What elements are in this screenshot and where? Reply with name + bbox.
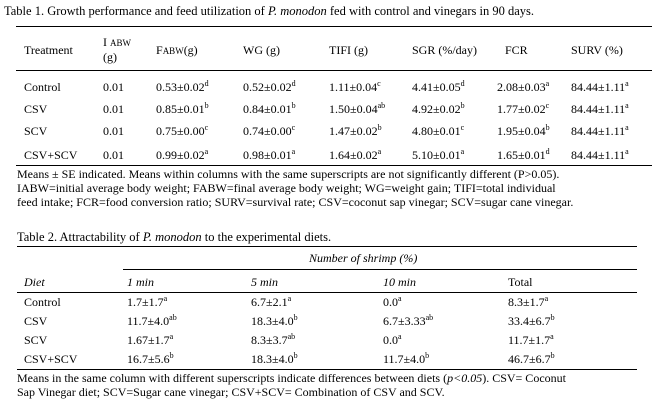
table1-cell-surv: 84.44±1.11a xyxy=(571,79,629,95)
table2-cell-diet: CSV xyxy=(24,314,48,328)
table1-cell-sgr: 4.80±0.01c xyxy=(412,123,465,139)
table2-header-diet: Diet xyxy=(24,275,45,289)
table1-cell-tifi: 1.47±0.02b xyxy=(329,123,382,139)
table2-cell-10min: 0.0a xyxy=(383,294,402,310)
table2-caption-species: P. monodon xyxy=(142,230,202,244)
table1-cell-iabw: 0.01 xyxy=(103,124,124,138)
table1-cell-surv: 84.44±1.11a xyxy=(571,147,629,163)
table2-cell-1min: 1.67±1.7a xyxy=(127,332,174,348)
table1-cell-tifi: 1.50±0.04ab xyxy=(329,101,386,117)
table1-cell-treatment: SCV xyxy=(24,124,48,138)
table1-cell-sgr: 5.10±0.01a xyxy=(412,147,465,163)
table2-cell-10min: 6.7±3.33ab xyxy=(383,313,434,329)
table2-cell-diet: Control xyxy=(24,295,61,309)
table2-top-rule xyxy=(17,246,637,247)
table1-cell-sgr: 4.41±0.05d xyxy=(412,79,465,95)
table2-group-rule xyxy=(123,269,637,270)
table1-cell-fcr: 1.77±0.02c xyxy=(497,101,550,117)
table2-cell-total: 11.7±1.7a xyxy=(508,332,554,348)
table2-bottom-rule xyxy=(17,369,637,370)
table1-caption: Table 1. Growth performance and feed uti… xyxy=(4,4,535,18)
table1-cell-tifi: 1.64±0.02a xyxy=(329,147,382,163)
table1-cell-iabw: 0.01 xyxy=(103,102,124,116)
table1-cell-treatment: Control xyxy=(24,80,61,94)
table2-caption: Table 2. Attractability of P. monodon to… xyxy=(17,230,332,244)
table2-cell-total: 33.4±6.7b xyxy=(508,313,555,329)
table1-caption-species: P. monodon xyxy=(267,4,327,18)
table2-cell-5min: 6.7±2.1a xyxy=(251,294,292,310)
table1-cell-treatment: CSV xyxy=(24,102,48,116)
table1-cell-fcr: 1.65±0.01d xyxy=(497,147,550,163)
table1-cell-fabw: 0.53±0.02d xyxy=(156,79,209,95)
table2-cell-10min: 11.7±4.0b xyxy=(383,351,430,367)
table1-cell-sgr: 4.92±0.02b xyxy=(412,101,465,117)
table2-cell-10min: 0.0a xyxy=(383,332,402,348)
table1-note-line: feed intake; FCR=food conversion ratio; … xyxy=(17,195,574,209)
table2-cell-1min: 1.7±1.7a xyxy=(127,294,168,310)
table1-cell-iabw: 0.01 xyxy=(103,148,124,162)
table2-header-5min: 5 min xyxy=(251,275,278,289)
table1-cell-tifi: 1.11±0.04c xyxy=(329,79,381,95)
table2-cell-diet: SCV xyxy=(24,333,48,347)
table1-cell-surv: 84.44±1.11a xyxy=(571,101,629,117)
table2-cell-1min: 16.7±5.6b xyxy=(127,351,174,367)
table1-cell-fabw: 0.75±0.00c xyxy=(156,123,209,139)
table1-cell-fcr: 1.95±0.04b xyxy=(497,123,550,139)
table1-header-fabw: FABW(g) xyxy=(156,43,198,57)
table1-cell-wg: 0.98±0.01a xyxy=(243,147,296,163)
table1-cell-treatment: CSV+SCV xyxy=(24,148,78,162)
table1-header-surv: SURV (%) xyxy=(571,43,623,57)
table1-note-line: Means ± SE indicated. Means within colum… xyxy=(17,167,560,181)
table1-header-treatment: Treatment xyxy=(24,43,73,57)
table2-note-line: Means in the same column with different … xyxy=(17,371,566,385)
table2-note-line: Sap Vinegar diet; SCV=Sugar cane vinegar… xyxy=(17,385,445,399)
table2-cell-diet: CSV+SCV xyxy=(24,352,78,366)
table1-cell-wg: 0.74±0.00c xyxy=(243,123,296,139)
table1-cell-fcr: 2.08±0.03a xyxy=(497,79,550,95)
table2-header-total: Total xyxy=(508,275,533,289)
table1-cell-fabw: 0.99±0.02a xyxy=(156,147,209,163)
table2-cell-total: 8.3±1.7a xyxy=(508,294,549,310)
table1-notes: Means ± SE indicated. Means within colum… xyxy=(17,167,573,209)
table1-cell-fabw: 0.85±0.01b xyxy=(156,101,209,117)
table2-cell-1min: 11.7±4.0ab xyxy=(127,313,177,329)
table2-header-rule xyxy=(17,292,637,293)
table1-bottom-rule xyxy=(16,165,652,166)
table2-notes: Means in the same column with different … xyxy=(17,371,566,399)
table2-cell-5min: 18.3±4.0b xyxy=(251,313,298,329)
table2-cell-total: 46.7±6.7b xyxy=(508,351,555,367)
table2-cell-5min: 18.3±4.0b xyxy=(251,351,298,367)
table1-header-tifi: TIFI (g) xyxy=(329,43,368,57)
table2-cell-5min: 8.3±3.7ab xyxy=(251,332,296,348)
table2-group-header: Number of shrimp (%) xyxy=(309,251,418,265)
table1-cell-wg: 0.84±0.01b xyxy=(243,101,296,117)
table1-note-line: IABW=initial average body weight; FABW=f… xyxy=(17,181,556,195)
table1-header-iabw: I ABW (g) xyxy=(103,35,131,64)
table2-header-1min: 1 min xyxy=(127,275,154,289)
table1-header-sgr: SGR (%/day) xyxy=(412,43,477,57)
table1-header-fcr: FCR xyxy=(505,43,528,57)
table1-header-wg: WG (g) xyxy=(243,43,280,57)
table1-cell-surv: 84.44±1.11a xyxy=(571,123,629,139)
table1-cell-wg: 0.52±0.02d xyxy=(243,79,296,95)
table1-header-rule xyxy=(16,70,652,71)
table1-top-rule xyxy=(16,26,652,27)
table2-header-10min: 10 min xyxy=(383,275,416,289)
table1-cell-iabw: 0.01 xyxy=(103,80,124,94)
